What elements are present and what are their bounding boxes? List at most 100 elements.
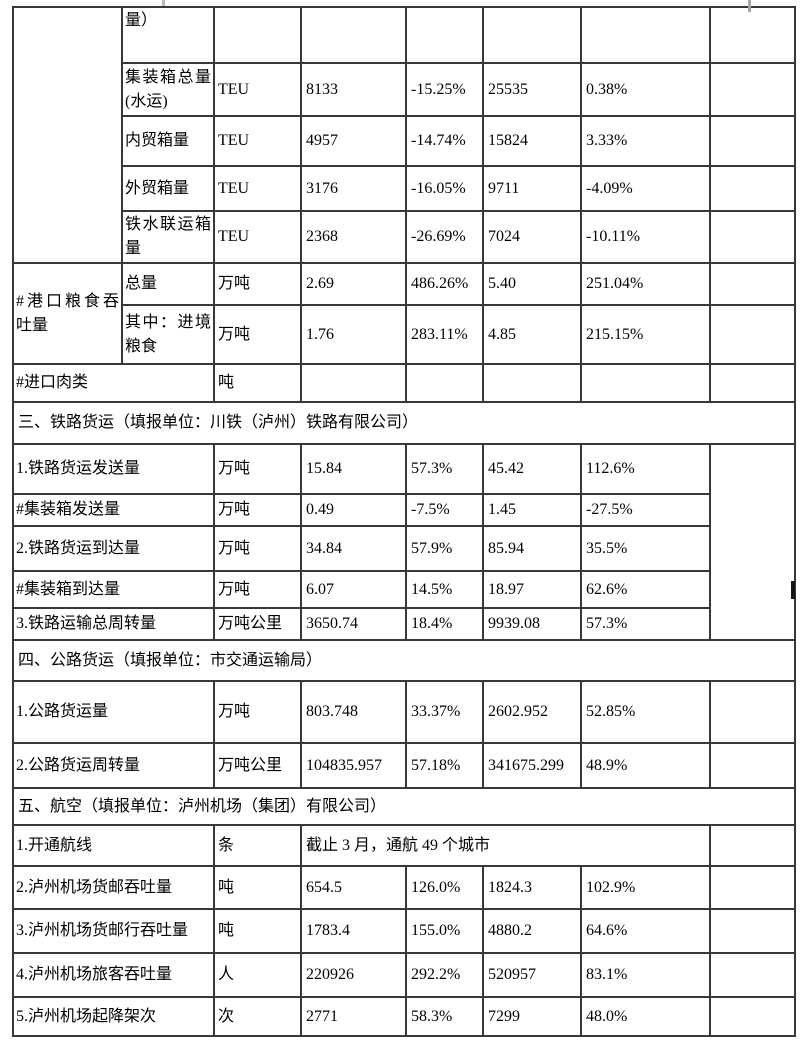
pct2-cell: -10.11%: [580, 210, 711, 264]
pct2-cell: 0.38%: [580, 62, 711, 117]
pct1-cell: 57.9%: [405, 525, 484, 572]
section-title: 四、公路货运（填报单位：市交通运输局）: [12, 639, 796, 682]
table-row: 3.铁路运输总周转量 万吨公里 3650.74 18.4% 9939.08 57…: [12, 607, 795, 641]
section-row: 五、航空（填报单位：泸州机场（集团）有限公司）: [12, 787, 796, 826]
pct1-cell: [405, 6, 484, 64]
ruler-tick-artifact: [748, 0, 751, 12]
row-label-cell: 1.铁路货运发送量: [12, 443, 215, 495]
pct1-cell: -16.05%: [405, 165, 484, 212]
pct1-cell: -14.74%: [405, 115, 484, 167]
value2-cell: 25535: [482, 62, 582, 117]
value2-cell: 45.42: [482, 443, 582, 495]
table-row: 2.公路货运周转量 万吨公里 104835.957 57.18% 341675.…: [12, 742, 796, 789]
blank-cell: [709, 62, 796, 117]
unit-cell: 万吨公里: [213, 742, 302, 789]
unit-cell: 万吨: [213, 525, 302, 572]
pct2-cell: 215.15%: [580, 304, 711, 365]
value1-cell: 3176: [300, 165, 407, 212]
value2-cell: 85.94: [482, 525, 582, 572]
continued-merged-cell: [12, 6, 123, 264]
table-row: 1.铁路货运发送量 万吨 15.84 57.3% 45.42 112.6%: [12, 443, 796, 641]
value2-cell: [482, 6, 582, 64]
blank-cell: [709, 680, 796, 744]
unit-cell: TEU: [213, 115, 302, 167]
text-cursor-artifact: [791, 581, 795, 599]
row-label-cell: 1.开通航线: [12, 824, 215, 867]
table-row: 1.开通航线 条 截止 3 月，通航 49 个城市: [12, 824, 796, 867]
value2-cell: 520957: [482, 952, 582, 998]
value1-cell: 0.49: [300, 493, 407, 527]
table-row: 集装箱总量(水运) TEU 8133 -15.25% 25535 0.38%: [13, 62, 796, 117]
pct1-cell: -26.69%: [405, 210, 484, 264]
unit-cell: 次: [213, 996, 302, 1037]
blank-cell: [709, 865, 796, 910]
value2-cell: 341675.299: [482, 742, 582, 789]
value1-cell: 4957: [300, 115, 407, 167]
unit-cell: 吨: [213, 908, 302, 954]
value1-cell: 654.5: [300, 865, 407, 910]
value2-cell: 9711: [482, 165, 582, 212]
pct2-cell: 48.9%: [580, 742, 711, 789]
row-label-cell: #港口粮食吞吐量: [12, 262, 123, 365]
blank-cell: [709, 363, 796, 403]
pct1-cell: 18.4%: [405, 607, 484, 641]
row-label-cell: 2.泸州机场货邮吞吐量: [12, 865, 215, 910]
table-row: 5.泸州机场起降架次 次 2771 58.3% 7299 48.0%: [12, 996, 796, 1037]
note-cell: 截止 3 月，通航 49 个城市: [300, 824, 711, 867]
table-row: 其中：进境粮食 万吨 1.76 283.11% 4.85 215.15%: [13, 304, 796, 365]
table-row: #集装箱发送量 万吨 0.49 -7.5% 1.45 -27.5%: [12, 493, 795, 527]
pct1-cell: 57.3%: [405, 443, 484, 495]
pct1-cell: -15.25%: [405, 62, 484, 117]
section-title: 五、航空（填报单位：泸州机场（集团）有限公司）: [12, 787, 796, 826]
table-row: 内贸箱量 TEU 4957 -14.74% 15824 3.33%: [13, 115, 796, 167]
sub-label-cell: 总量: [121, 262, 215, 306]
table-row: #集装箱到达量 万吨 6.07 14.5% 18.97 62.6%: [12, 570, 795, 609]
table-row: 1.公路货运量 万吨 803.748 33.37% 2602.952 52.85…: [12, 680, 796, 744]
value2-cell: 1.45: [482, 493, 582, 527]
pct2-cell: 52.85%: [580, 680, 711, 744]
unit-cell: 万吨: [213, 493, 302, 527]
table-row: 3.泸州机场货邮行吞吐量 吨 1783.4 155.0% 4880.2 64.6…: [12, 908, 796, 954]
table-row: #港口粮食吞吐量 总量 万吨 2.69 486.26% 5.40 251.04%: [12, 262, 796, 365]
section-row: 四、公路货运（填报单位：市交通运输局）: [12, 639, 796, 682]
unit-cell: 吨: [213, 865, 302, 910]
value1-cell: 803.748: [300, 680, 407, 744]
value1-cell: 104835.957: [300, 742, 407, 789]
value1-cell: 8133: [300, 62, 407, 117]
table-row: 铁水联运箱量 TEU 2368 -26.69% 7024 -10.11%: [13, 210, 796, 264]
pct2-cell: -4.09%: [580, 165, 711, 212]
ruler-tick-artifact: [162, 0, 165, 6]
blank-cell: [709, 908, 796, 954]
value2-cell: 1824.3: [482, 865, 582, 910]
row-label-cell: #进口肉类: [12, 363, 215, 403]
blank-cell: [709, 115, 796, 167]
unit-cell: 万吨: [213, 443, 302, 495]
row-label-cell: 4.泸州机场旅客吞吐量: [12, 952, 215, 998]
value2-cell: 7299: [482, 996, 582, 1037]
pct2-cell: 64.6%: [580, 908, 711, 954]
blank-cell: [709, 304, 796, 365]
row-label-cell: 3.泸州机场货邮行吞吐量: [12, 908, 215, 954]
value1-cell: 3650.74: [300, 607, 407, 641]
statistics-table: 量） 集装箱总量(水运) TEU 8133 -15.25% 25535 0.38…: [12, 6, 796, 1037]
unit-cell: TEU: [213, 210, 302, 264]
blank-cell: [709, 824, 796, 867]
table-row: 2.铁路货运到达量 万吨 34.84 57.9% 85.94 35.5%: [12, 525, 795, 572]
pct2-cell: -27.5%: [580, 493, 711, 527]
row-label-cell: 2.公路货运周转量: [12, 742, 215, 789]
unit-cell: 万吨: [213, 680, 302, 744]
value2-cell: 7024: [482, 210, 582, 264]
unit-cell: TEU: [213, 62, 302, 117]
row-label-cell: 3.铁路运输总周转量: [12, 607, 215, 641]
pct1-cell: 126.0%: [405, 865, 484, 910]
sub-label-cell: 其中：进境粮食: [121, 304, 215, 365]
pct2-cell: 35.5%: [580, 525, 711, 572]
value2-cell: 4880.2: [482, 908, 582, 954]
value1-cell: 2368: [300, 210, 407, 264]
value1-cell: [300, 6, 407, 64]
pct1-cell: 57.18%: [405, 742, 484, 789]
value1-cell: 2.69: [300, 262, 407, 306]
value2-cell: 4.85: [482, 304, 582, 365]
section-title: 三、铁路货运（填报单位：川铁（泸州）铁路有限公司）: [12, 401, 796, 445]
value1-cell: 2771: [300, 996, 407, 1037]
